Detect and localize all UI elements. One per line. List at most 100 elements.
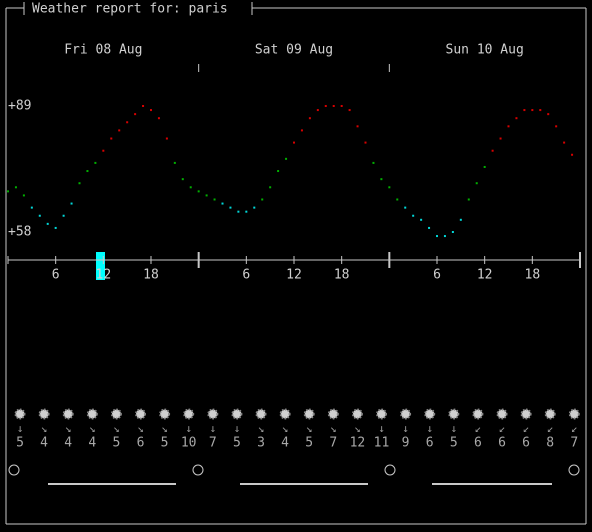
day-label: Fri 08 Aug: [64, 43, 142, 58]
wind-direction: ↘: [282, 422, 289, 435]
wind-speed: 5: [305, 436, 313, 451]
temperature-point: [157, 117, 160, 120]
temperature-point: [22, 194, 25, 197]
temperature-point: [110, 137, 113, 140]
x-tick-label: 6: [52, 268, 60, 283]
weather-icon: [520, 408, 532, 420]
temperature-point: [94, 161, 97, 164]
temperature-point: [436, 235, 438, 238]
temperature-point: [332, 105, 335, 107]
temperature-point: [475, 182, 478, 185]
wind-speed: 7: [329, 436, 337, 451]
temperature-point: [134, 113, 137, 116]
weather-icon: [110, 408, 122, 420]
wind-speed: 5: [112, 436, 120, 451]
wind-direction: ↘: [330, 422, 337, 435]
wind-speed: 6: [522, 436, 530, 451]
weather-icon: [424, 408, 436, 420]
temperature-point: [372, 161, 375, 164]
wind-direction: ↓: [17, 422, 24, 435]
x-tick-label: 12: [477, 268, 493, 283]
wind-direction: ↓: [402, 422, 409, 435]
temperature-point: [14, 186, 17, 189]
weather-icon: [14, 408, 26, 420]
wind-direction: ↓: [426, 422, 433, 435]
weather-icon: [400, 408, 412, 420]
weather-icon: [568, 408, 580, 420]
wind-direction: ↙: [523, 422, 530, 435]
temperature-point: [531, 109, 534, 112]
temperature-point: [491, 149, 494, 152]
wind-direction: ↓: [234, 422, 241, 435]
wind-speed: 4: [64, 436, 72, 451]
weather-icon: [351, 408, 363, 420]
weather-icon: [279, 408, 291, 420]
temperature-point: [86, 170, 89, 173]
wind-speed: 5: [16, 436, 24, 451]
temperature-point: [539, 109, 542, 112]
weather-icon: [255, 408, 267, 420]
wind-speed: 9: [402, 436, 410, 451]
x-tick-label: 6: [433, 268, 441, 283]
wind-speed: 4: [40, 436, 48, 451]
wind-direction: ↘: [306, 422, 313, 435]
temperature-point: [507, 125, 510, 128]
temperature-point: [293, 141, 295, 144]
temperature-point: [459, 218, 462, 221]
wind-direction: ↘: [89, 422, 96, 435]
wind-speed: 12: [350, 436, 366, 451]
wind-direction: ↘: [161, 422, 168, 435]
weather-icon: [62, 408, 74, 420]
temperature-point: [229, 206, 232, 209]
temperature-point: [308, 117, 311, 120]
moon: [384, 464, 396, 476]
temperature-point: [523, 109, 526, 112]
wind-direction: ↘: [113, 422, 120, 435]
temperature-point: [396, 198, 399, 201]
temperature-point: [356, 125, 359, 128]
temperature-point: [563, 141, 566, 144]
temperature-point: [420, 218, 423, 221]
wind-speed: 4: [88, 436, 96, 451]
wind-speed: 7: [209, 436, 217, 451]
temperature-point: [38, 214, 41, 217]
weather-icon: [448, 408, 460, 420]
temperature-point: [30, 206, 33, 209]
temperature-point: [340, 105, 343, 107]
temperature-point: [324, 105, 327, 107]
temperature-point: [428, 226, 431, 229]
x-tick-label: 18: [143, 268, 159, 283]
temperature-point: [205, 194, 208, 197]
moon: [568, 464, 580, 476]
temperature-point: [443, 235, 446, 238]
day-label: Sun 10 Aug: [446, 43, 524, 58]
moon: [8, 464, 20, 476]
temperature-point: [380, 178, 383, 181]
x-tick-label: 18: [334, 268, 350, 283]
wind-speed: 6: [474, 436, 482, 451]
wind-speed: 6: [426, 436, 434, 451]
temperature-point: [7, 190, 9, 193]
wind-speed: 11: [374, 436, 390, 451]
wind-direction: ↙: [547, 422, 554, 435]
temperature-point: [555, 125, 558, 128]
temperature-point: [126, 121, 129, 124]
wind-direction: ↘: [354, 422, 361, 435]
temperature-point: [412, 214, 415, 217]
daylight: [8, 464, 580, 485]
temperature-point: [316, 109, 319, 112]
temperature-point: [253, 206, 256, 209]
temperature-point: [118, 129, 121, 132]
wind-speed: 4: [281, 436, 289, 451]
weather-icon: [327, 408, 339, 420]
title: Weather report for: paris: [32, 2, 228, 17]
weather-icon: [183, 408, 195, 420]
temperature-point: [499, 137, 502, 140]
wind-speed: 5: [161, 436, 169, 451]
temperature-point: [348, 109, 351, 112]
y-tick-label: +58: [8, 225, 31, 240]
wind-speed: 10: [181, 436, 197, 451]
temperature-point: [547, 113, 550, 116]
weather-icon: [231, 408, 243, 420]
